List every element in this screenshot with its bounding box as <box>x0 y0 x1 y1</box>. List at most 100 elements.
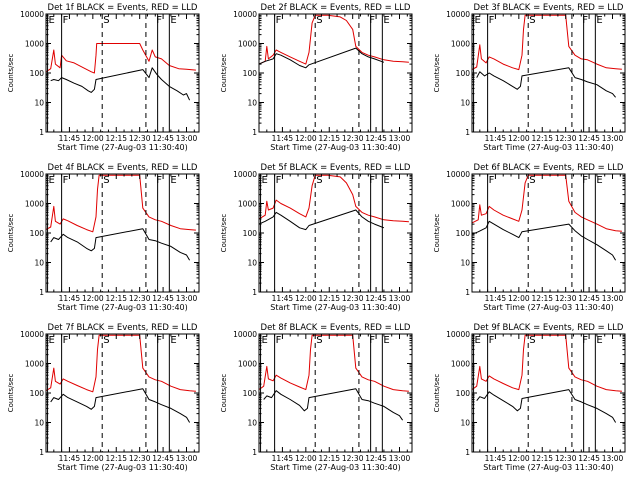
y-tick-label: 10 <box>34 99 44 108</box>
y-tick-label: 100 <box>456 69 471 78</box>
y-tick-label: 1000 <box>238 200 257 209</box>
plot-area <box>46 174 196 261</box>
x-tick-label: 13:00 <box>602 454 624 463</box>
y-axis-label: Counts/sec <box>7 54 15 93</box>
marker-label: E <box>383 335 389 346</box>
y-tick-label: 10000 <box>233 330 257 339</box>
y-tick-label: 10000 <box>446 10 470 19</box>
plot-area <box>46 334 196 423</box>
marker-label: S <box>103 335 109 346</box>
marker-label: F <box>489 175 495 186</box>
marker-label: E <box>262 335 268 346</box>
marker-label: F <box>276 15 282 26</box>
panel-title: Det 4f BLACK = Events, RED = LLD <box>48 163 198 173</box>
x-tick-label: 12:30 <box>342 454 364 463</box>
y-tick-label: 100 <box>30 389 45 398</box>
panel-title: Det 2f BLACK = Events, RED = LLD <box>261 3 411 13</box>
marker-label: F <box>582 15 588 26</box>
x-tick-label: 12:00 <box>508 294 530 303</box>
x-axis-label: Start Time (27-Aug-03 11:30:40) <box>483 463 614 472</box>
y-tick-label: 100 <box>30 229 45 238</box>
y-tick-label: 1000 <box>238 360 257 369</box>
x-tick-label: 12:30 <box>129 134 151 143</box>
series-line-events <box>50 388 191 423</box>
plot-area <box>259 334 409 421</box>
x-tick-label: 12:00 <box>508 454 530 463</box>
marker-label: E <box>383 15 389 26</box>
marker-label: E <box>170 335 176 346</box>
x-tick-label: 11:45 <box>59 454 81 463</box>
marker-label: E <box>262 175 268 186</box>
x-axis-label: Start Time (27-Aug-03 11:30:40) <box>270 303 401 312</box>
marker-label: F <box>582 175 588 186</box>
series-line-lld <box>472 334 622 392</box>
marker-label: S <box>529 15 535 26</box>
x-axis-label: Start Time (27-Aug-03 11:30:40) <box>483 143 614 152</box>
x-tick-label: 12:00 <box>82 134 104 143</box>
x-tick-label: 13:00 <box>389 134 411 143</box>
marker-label: F <box>276 175 282 186</box>
x-tick-label: 11:45 <box>485 134 507 143</box>
marker-label: E <box>170 175 176 186</box>
y-tick-label: 1 <box>252 128 257 137</box>
y-tick-label: 100 <box>243 69 258 78</box>
y-axis-label: Counts/sec <box>433 214 441 253</box>
y-tick-label: 10 <box>247 99 257 108</box>
marker-label: E <box>596 15 602 26</box>
x-axis-label: Start Time (27-Aug-03 11:30:40) <box>483 303 614 312</box>
marker-label: E <box>49 175 55 186</box>
y-tick-label: 100 <box>243 389 258 398</box>
y-tick-label: 1 <box>252 448 257 457</box>
y-tick-label: 100 <box>243 229 258 238</box>
plot-frame <box>45 13 200 133</box>
panel-title: Det 1f BLACK = Events, RED = LLD <box>48 3 198 13</box>
plot-area <box>472 334 622 423</box>
marker-label: S <box>529 335 535 346</box>
x-tick-label: 12:00 <box>295 454 317 463</box>
y-tick-label: 10000 <box>446 170 470 179</box>
series-line-events <box>50 67 191 101</box>
x-tick-label: 12:30 <box>342 134 364 143</box>
x-axis-label: Start Time (27-Aug-03 11:30:40) <box>57 143 188 152</box>
marker-label: F <box>489 335 495 346</box>
y-tick-label: 10 <box>34 419 44 428</box>
marker-label: S <box>316 15 322 26</box>
y-tick-label: 1000 <box>25 40 44 49</box>
y-tick-label: 1 <box>39 128 44 137</box>
y-tick-label: 10000 <box>20 10 44 19</box>
x-tick-label: 13:00 <box>602 134 624 143</box>
y-tick-label: 1000 <box>451 360 470 369</box>
marker-label: F <box>276 335 282 346</box>
series-line-events <box>476 67 616 98</box>
y-tick-label: 10000 <box>20 170 44 179</box>
y-tick-label: 1 <box>252 288 257 297</box>
x-axis-label: Start Time (27-Aug-03 11:30:40) <box>57 303 188 312</box>
x-tick-label: 12:00 <box>82 294 104 303</box>
series-line-events <box>263 388 404 421</box>
y-tick-label: 10 <box>460 259 470 268</box>
panel-title: Det 8f BLACK = Events, RED = LLD <box>261 323 411 333</box>
y-axis-label: Counts/sec <box>433 54 441 93</box>
series-line-lld <box>46 334 196 393</box>
x-tick-label: 11:45 <box>272 294 294 303</box>
x-tick-label: 12:15 <box>318 134 340 143</box>
marker-label: E <box>49 335 55 346</box>
y-tick-label: 10000 <box>446 330 470 339</box>
marker-label: S <box>316 335 322 346</box>
marker-label: E <box>475 335 481 346</box>
y-tick-label: 10 <box>247 259 257 268</box>
panel-title: Det 9f BLACK = Events, RED = LLD <box>474 323 624 333</box>
series-line-lld <box>259 334 409 392</box>
y-tick-label: 1 <box>465 128 470 137</box>
marker-label: S <box>529 175 535 186</box>
series-line-lld <box>472 174 622 232</box>
x-tick-label: 13:00 <box>602 294 624 303</box>
x-tick-label: 12:15 <box>318 454 340 463</box>
y-axis-label: Counts/sec <box>7 214 15 253</box>
x-tick-label: 12:15 <box>318 294 340 303</box>
